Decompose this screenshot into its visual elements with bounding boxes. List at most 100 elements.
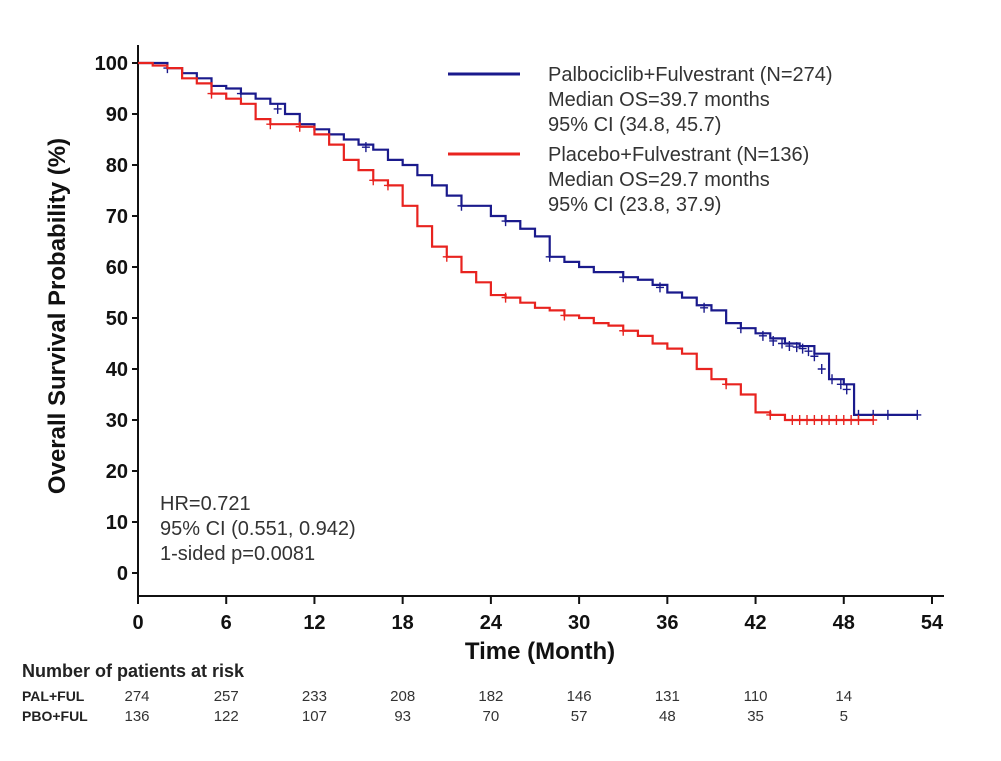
censor-mark	[766, 409, 775, 420]
x-tick-label: 36	[656, 612, 678, 634]
risk-value: 107	[302, 708, 327, 725]
x-tick-label: 48	[833, 612, 855, 634]
censor-mark	[501, 216, 510, 227]
legend-pbo-line2: Median OS=29.7 months	[548, 169, 770, 191]
series-line-1	[138, 61, 874, 422]
risk-value: 35	[747, 708, 764, 725]
y-tick-label: 0	[117, 563, 128, 585]
legend-pal-line1: Palbociclib+Fulvestrant (N=274)	[548, 64, 833, 86]
y-tick-label: 40	[106, 359, 128, 381]
x-tick-label: 18	[392, 612, 414, 634]
censor-mark	[361, 142, 370, 153]
censor-mark	[207, 88, 216, 99]
censor-mark	[869, 415, 878, 425]
risk-value: 257	[214, 688, 239, 705]
risk-value: 48	[659, 708, 676, 725]
y-axis-title: Overall Survival Probability (%)	[44, 138, 71, 494]
censor-mark	[795, 415, 804, 425]
censor-mark	[545, 251, 554, 262]
x-tick-label: 12	[303, 612, 325, 634]
censor-mark	[266, 119, 275, 130]
censor-mark	[442, 251, 451, 262]
censor-mark	[804, 346, 813, 357]
censor-mark	[832, 415, 841, 425]
censor-mark	[722, 379, 731, 390]
censor-mark	[817, 415, 826, 425]
y-tick-label: 90	[106, 104, 128, 126]
censor-mark	[295, 121, 304, 132]
risk-table: Number of patients at risk PAL+FUL PBO+F…	[22, 661, 852, 725]
x-tick-label: 54	[921, 612, 944, 634]
censor-mark	[788, 415, 797, 425]
y-tick-label: 80	[106, 155, 128, 177]
censor-mark	[383, 180, 392, 191]
risk-value: 5	[840, 708, 848, 725]
censor-mark	[758, 330, 767, 341]
censor-mark	[778, 338, 787, 349]
x-axis-title: Time (Month)	[465, 638, 615, 665]
y-tick-label: 100	[95, 53, 128, 75]
survival-curves	[138, 61, 922, 425]
censor-mark	[501, 292, 510, 303]
y-tick-label: 20	[106, 461, 128, 483]
risk-value: 146	[567, 688, 592, 705]
risk-values: 274 257 233 208 182 146 131 110 14 136 122 107 93 70 5…	[124, 688, 852, 725]
axes: 0 10 20 30 40 50 60 70 80 90 100 0 6 12 18 24 30 36 42 48 54	[95, 45, 944, 634]
censor-mark	[817, 364, 826, 374]
y-tick-label: 30	[106, 410, 128, 432]
risk-value: 110	[744, 688, 768, 705]
censor-mark	[785, 341, 794, 352]
hr-value: HR=0.721	[160, 493, 251, 515]
censor-mark	[369, 175, 378, 186]
legend-pal-line3: 95% CI (34.8, 45.7)	[548, 114, 721, 136]
censor-mark	[655, 282, 664, 293]
y-tick-label: 70	[106, 206, 128, 228]
censor-mark	[842, 384, 851, 395]
risk-value: 57	[571, 708, 588, 725]
censor-mark	[798, 343, 807, 354]
legend-pal-line2: Median OS=39.7 months	[548, 89, 770, 111]
risk-value: 136	[124, 708, 149, 725]
y-tick-label: 10	[106, 512, 128, 534]
hr-ci: 95% CI (0.551, 0.942)	[160, 518, 356, 540]
hr-p-value: 1-sided p=0.0081	[160, 543, 315, 565]
censor-mark	[836, 379, 845, 390]
censor-mark	[883, 409, 892, 420]
censor-mark	[792, 342, 801, 353]
legend: Palbociclib+Fulvestrant (N=274) Median O…	[448, 64, 833, 216]
risk-value: 93	[394, 708, 411, 725]
risk-value: 208	[390, 688, 415, 705]
censor-mark	[736, 323, 745, 334]
risk-value: 70	[483, 708, 500, 725]
x-tick-label: 42	[744, 612, 766, 634]
censor-mark	[560, 310, 569, 321]
risk-value: 122	[214, 708, 239, 725]
censor-mark	[273, 103, 282, 114]
risk-table-title: Number of patients at risk	[22, 661, 245, 681]
censor-mark	[839, 415, 848, 425]
legend-pbo-line1: Placebo+Fulvestrant (N=136)	[548, 144, 809, 166]
censor-mark	[700, 302, 709, 313]
censor-mark	[847, 415, 856, 425]
y-tick-label: 50	[106, 308, 128, 330]
x-tick-label: 30	[568, 612, 590, 634]
censor-mark	[854, 415, 863, 425]
censor-mark	[769, 335, 778, 346]
risk-value: 131	[655, 688, 680, 705]
risk-value: 233	[302, 688, 327, 705]
risk-value: 182	[478, 688, 503, 705]
risk-value: 274	[124, 688, 149, 705]
censor-mark	[810, 415, 819, 425]
censor-mark	[825, 415, 834, 425]
risk-value: 14	[835, 688, 852, 705]
censor-mark	[236, 88, 245, 99]
risk-row-label-pbo: PBO+FUL	[22, 708, 88, 724]
legend-pbo-line3: 95% CI (23.8, 37.9)	[548, 194, 721, 216]
censor-mark	[913, 409, 922, 420]
censor-mark	[828, 374, 837, 385]
censor-mark	[803, 415, 812, 425]
censor-mark	[619, 272, 628, 283]
hazard-ratio-annotation: HR=0.721 95% CI (0.551, 0.942) 1-sided p…	[160, 493, 356, 565]
censor-mark	[457, 200, 466, 211]
